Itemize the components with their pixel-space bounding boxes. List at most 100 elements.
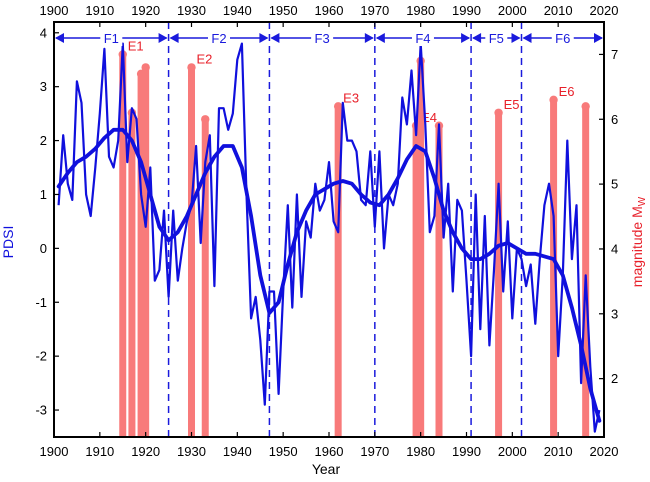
x-tick-label-top: 1920 <box>131 3 160 18</box>
phase-arrow-head-right <box>158 33 168 43</box>
phase-label: F3 <box>315 31 330 46</box>
event-marker <box>581 102 590 111</box>
y-right-tick-label: 4 <box>611 241 618 256</box>
event-bar <box>435 125 443 437</box>
event-bar <box>201 119 209 437</box>
x-tick-label-bottom: 2020 <box>590 444 619 459</box>
y-right-tick-label: 7 <box>611 47 618 62</box>
y-left-tick-label: 3 <box>40 79 47 94</box>
phase-arrow-head-right <box>259 33 269 43</box>
y-left-tick-label: 0 <box>40 241 47 256</box>
event-marker <box>141 63 150 72</box>
x-tick-label-bottom: 1990 <box>452 444 481 459</box>
phase-label-bg <box>411 30 434 46</box>
y-axis-right-title-subscript: W <box>637 196 648 206</box>
y-axis-left-title: PDSI <box>0 226 16 259</box>
y-left-tick-label: 4 <box>40 25 47 40</box>
phase-label: F2 <box>211 31 226 46</box>
phase-arrow-head-right <box>511 33 521 43</box>
y-left-tick-label: -1 <box>35 295 47 310</box>
event-marker <box>494 108 503 117</box>
x-tick-label-top: 2000 <box>498 3 527 18</box>
phase-arrow-head-left <box>472 33 482 43</box>
event-bar <box>417 60 425 437</box>
phase-arrow-head-left <box>522 33 532 43</box>
phase-label-bg <box>208 30 230 46</box>
x-tick-label-top: 1970 <box>360 3 389 18</box>
x-tick-label-top: 1960 <box>315 3 344 18</box>
phase-arrow-head-right <box>461 33 471 43</box>
phase-label-bg <box>311 30 334 46</box>
event-marker <box>549 95 558 105</box>
event-bar <box>495 112 503 437</box>
event-bar <box>188 67 195 437</box>
event-bar <box>128 112 136 437</box>
phase-arrow-head-right <box>364 33 374 43</box>
phase-arrow-head-left <box>169 33 179 43</box>
event-marker <box>333 102 343 111</box>
y-left-tick-label: -3 <box>35 403 47 418</box>
phase-label: F6 <box>555 31 570 46</box>
event-label: E6 <box>559 84 575 99</box>
phase-arrows: F1 F2 F3 F4 F5 F6 <box>55 30 603 46</box>
phase-boundaries <box>167 22 523 437</box>
event-label: E5 <box>504 97 520 112</box>
pdsi-series <box>56 42 602 433</box>
phase-label-bg <box>100 30 123 46</box>
y-left-tick-label: 1 <box>40 187 47 202</box>
x-tick-label-top: 1930 <box>177 3 206 18</box>
event-bar <box>142 67 150 437</box>
x-tick-label-bottom: 1920 <box>131 444 160 459</box>
x-tick-label-top: 1910 <box>85 3 114 18</box>
event-bar <box>412 125 420 437</box>
event-label: E3 <box>343 90 359 105</box>
phase-label-bg <box>485 30 508 46</box>
phase-arrow-head-right <box>594 33 603 43</box>
x-tick-label-top: 1940 <box>223 3 252 18</box>
phase-label: F5 <box>489 31 504 46</box>
event-marker <box>187 63 196 72</box>
y-right-tick-label: 3 <box>611 306 618 321</box>
phase-label: F1 <box>104 31 119 46</box>
event-bar <box>119 54 127 437</box>
event-marker <box>201 115 210 124</box>
x-tick-label-bottom: 2000 <box>498 444 527 459</box>
x-tick-label-bottom: 1980 <box>406 444 435 459</box>
x-tick-label-top: 1980 <box>406 3 435 18</box>
y-right-tick-label: 5 <box>611 177 618 192</box>
event-bar <box>137 73 145 437</box>
y-axis-right-title: magnitude MW <box>629 196 648 287</box>
x-tick-label-bottom: 1970 <box>360 444 389 459</box>
axes: 1900 1900 1910 1910 1920 1920 1930 1930 1940 1940… <box>35 3 618 459</box>
y-axis-right-title-main: magnitude M <box>629 206 645 287</box>
phase-label-bg <box>551 30 574 46</box>
x-tick-label-bottom: 1940 <box>223 444 252 459</box>
x-axis-title: Year <box>312 461 341 477</box>
phase-arrow-head-left <box>270 33 280 43</box>
x-tick-label-bottom: 1930 <box>177 444 206 459</box>
event-label: E1 <box>128 38 144 53</box>
event-label: E2 <box>197 51 213 66</box>
x-tick-label-top: 1900 <box>40 3 69 18</box>
x-tick-label-top: 2020 <box>590 3 619 18</box>
x-tick-label-bottom: 1960 <box>315 444 344 459</box>
y-right-tick-label: 6 <box>611 112 618 127</box>
y-right-tick-label: 2 <box>611 371 618 386</box>
x-tick-label-bottom: 2010 <box>544 444 573 459</box>
y-left-tick-label: -2 <box>35 349 47 364</box>
x-tick-label-top: 2010 <box>544 3 573 18</box>
x-tick-label-bottom: 1950 <box>269 444 298 459</box>
event-bar <box>550 99 558 437</box>
x-tick-label-bottom: 1910 <box>85 444 114 459</box>
pdsi-smoothed-line <box>56 127 602 423</box>
phase-label: F4 <box>415 31 430 46</box>
x-tick-label-top: 1990 <box>452 3 481 18</box>
phase-arrow-head-left <box>375 33 385 43</box>
event-bar <box>334 106 342 437</box>
y-left-tick-label: 2 <box>40 133 47 148</box>
phase-arrow-head-left <box>55 33 64 43</box>
x-tick-label-top: 1950 <box>269 3 298 18</box>
event-bar <box>582 106 590 437</box>
x-tick-label-bottom: 1900 <box>40 444 69 459</box>
